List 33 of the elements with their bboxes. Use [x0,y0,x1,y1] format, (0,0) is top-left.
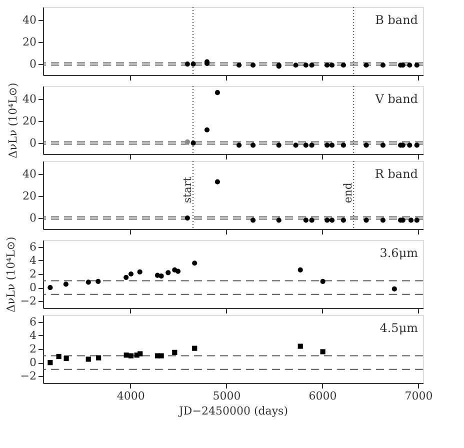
ref-line-label: start [180,176,194,204]
x-tick-label: 6000 [308,390,337,402]
y-tick-label: 20 [22,190,36,203]
y-tick-label: 20 [22,114,36,128]
annotation: R band [374,167,418,181]
y-tick-label: 20 [22,36,36,49]
annotation: 3.6μm [380,246,419,260]
y-tick-label: 0 [30,136,36,150]
y-tick-label: 2 [30,268,36,280]
x-tick-label: 7000 [404,390,433,402]
x-axis-title: JD−2450000 (days) [178,404,288,418]
annotation: V band [374,92,418,106]
y-tick-label: 40 [22,14,36,27]
x-tick-label: 4000 [116,390,145,402]
y-axis-title: ΔνLν (10⁴L⊙) [6,82,20,158]
y-tick-label: 4 [30,328,36,342]
y-tick-label: 0 [30,212,36,225]
x-tick-label: 5000 [212,390,241,402]
y-tick-label: 6 [30,240,36,254]
y-tick-label: 40 [22,168,36,181]
y-tick-label: 2 [30,342,36,356]
ref-line-label: end [342,182,355,204]
y-tick-label: 6 [30,315,36,328]
y-tick-label: 4 [30,254,36,267]
y-tick-label: 0 [30,356,36,370]
y-tick-label: 40 [22,92,36,106]
annotation: B band [375,13,418,27]
y-axis-title: ΔνLν (10⁴L⊙) [4,236,18,312]
annotation: 4.5μm [380,321,419,335]
y-tick-label: 0 [30,58,36,71]
y-tick-label: −2 [20,370,36,383]
y-tick-label: 0 [30,281,36,294]
y-tick-label: −2 [20,294,36,308]
